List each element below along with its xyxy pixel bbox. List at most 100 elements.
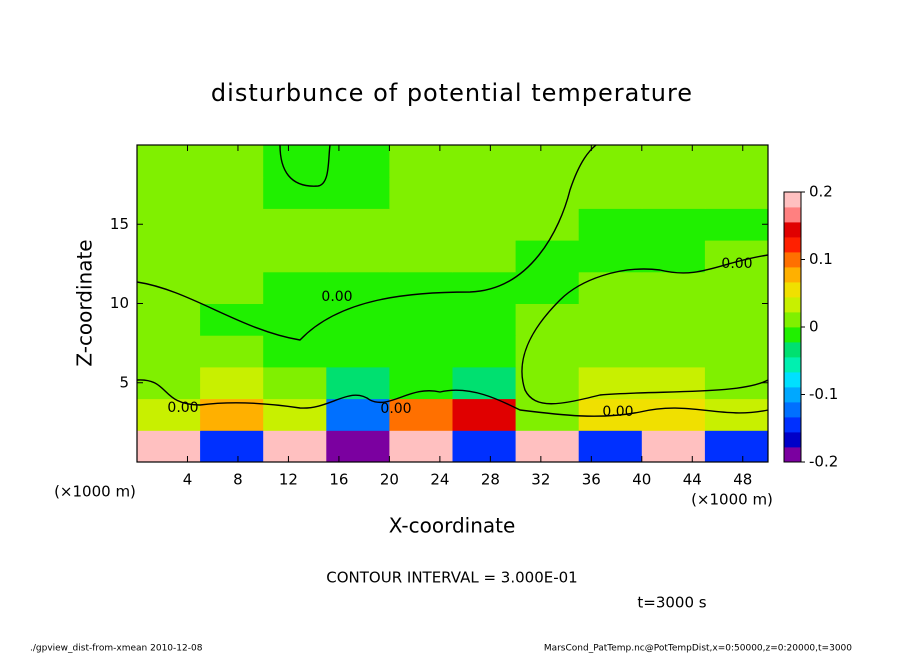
cell: [389, 430, 453, 463]
cell: [137, 208, 201, 241]
cell: [578, 240, 643, 273]
x-tick-label: 32: [531, 471, 550, 489]
cell: [452, 145, 517, 178]
cell: [515, 303, 580, 336]
contour-label: 0.00: [167, 400, 198, 416]
cell: [452, 430, 517, 463]
colorbar-tick-label: -0.2: [809, 453, 838, 471]
cell: [326, 176, 390, 209]
cell: [452, 366, 517, 400]
x-tick-label: 48: [733, 471, 752, 489]
time-label: t=3000 s: [637, 594, 706, 612]
x-tick-label: 28: [481, 471, 500, 489]
cell: [515, 208, 580, 241]
cell: [326, 398, 390, 431]
cell: [389, 303, 453, 336]
colorbar-tick-label: -0.1: [809, 385, 838, 403]
cell: [578, 430, 643, 463]
colorbar-tick-label: 0.2: [809, 183, 833, 201]
y-tick-label: 5: [119, 373, 129, 391]
cell: [704, 145, 769, 178]
contour-label: 0.00: [721, 256, 752, 272]
colorbar-swatch: [784, 372, 801, 388]
x-tick-label: 16: [329, 471, 348, 489]
cell: [641, 335, 706, 368]
cell: [137, 240, 201, 273]
cell: [578, 303, 643, 336]
cell: [389, 398, 453, 431]
cell: [137, 303, 201, 336]
cell: [515, 271, 580, 304]
cell: [389, 271, 453, 304]
cell: [200, 430, 264, 463]
cell: [263, 335, 327, 368]
x-tick-label: 8: [233, 471, 243, 489]
colorbar-tick-label: 0.1: [809, 250, 833, 268]
annotation: CONTOUR INTERVAL = 3.000E-01: [326, 569, 577, 587]
cell: [200, 335, 264, 368]
cell: [137, 430, 201, 463]
colorbar-swatch: [784, 432, 801, 448]
cell: [452, 208, 517, 241]
x-tick-label: 36: [582, 471, 601, 489]
colorbar-swatch: [784, 342, 801, 358]
cell: [389, 335, 453, 368]
cell: [704, 398, 769, 431]
colorbar-swatch: [784, 282, 801, 298]
cell: [578, 176, 643, 209]
colorbar-swatch: [784, 222, 801, 238]
colorbar-swatch: [784, 417, 801, 433]
cell: [326, 145, 390, 178]
cell: [326, 240, 390, 273]
cell: [515, 335, 580, 368]
cell: [200, 366, 264, 400]
colorbar-swatch: [784, 327, 801, 343]
x-axis-label: X-coordinate: [389, 514, 516, 538]
colorbar-swatch: [784, 267, 801, 283]
cell: [263, 430, 327, 463]
cell: [326, 271, 390, 304]
cell: [263, 271, 327, 304]
contour-label: 0.00: [321, 289, 352, 305]
cell: [326, 208, 390, 241]
colorbar-swatch: [784, 252, 801, 268]
chart-title: disturbunce of potential temperature: [211, 79, 693, 107]
cell: [263, 398, 327, 431]
x-tick-label: 40: [632, 471, 651, 489]
cell: [578, 145, 643, 178]
cell: [704, 303, 769, 336]
colorbar: 0.2 0.1 0 -0.1 -0.2: [783, 183, 838, 471]
colorbar-swatch: [784, 387, 801, 403]
contour-line: [136, 379, 769, 417]
field: [137, 145, 769, 463]
cell: [389, 240, 453, 273]
cell: [641, 145, 706, 178]
x-tick-label: 44: [683, 471, 702, 489]
footer-left: ./gpview_dist-from-xmean 2010-12-08: [30, 644, 203, 654]
colorbar-swatch: [784, 312, 801, 328]
cell: [641, 366, 706, 400]
x-unit: (×1000 m): [691, 491, 773, 509]
cell: [389, 145, 453, 178]
cell: [578, 208, 643, 241]
cell: [326, 303, 390, 336]
cell: [200, 303, 264, 336]
colorbar-swatch: [784, 237, 801, 253]
cell: [704, 366, 769, 400]
cell: [137, 176, 201, 209]
cell: [452, 335, 517, 368]
cell: [263, 208, 327, 241]
cell: [452, 240, 517, 273]
cell: [704, 176, 769, 209]
cell: [704, 335, 769, 368]
cell: [704, 208, 769, 241]
colorbar-swatch: [784, 402, 801, 418]
y-tick-label: 15: [110, 215, 129, 233]
cell: [263, 303, 327, 336]
cell: [641, 240, 706, 273]
cell: [137, 335, 201, 368]
x-tick-label: 4: [183, 471, 193, 489]
colorbar-tick-label: 0: [809, 318, 819, 336]
cell: [578, 335, 643, 368]
